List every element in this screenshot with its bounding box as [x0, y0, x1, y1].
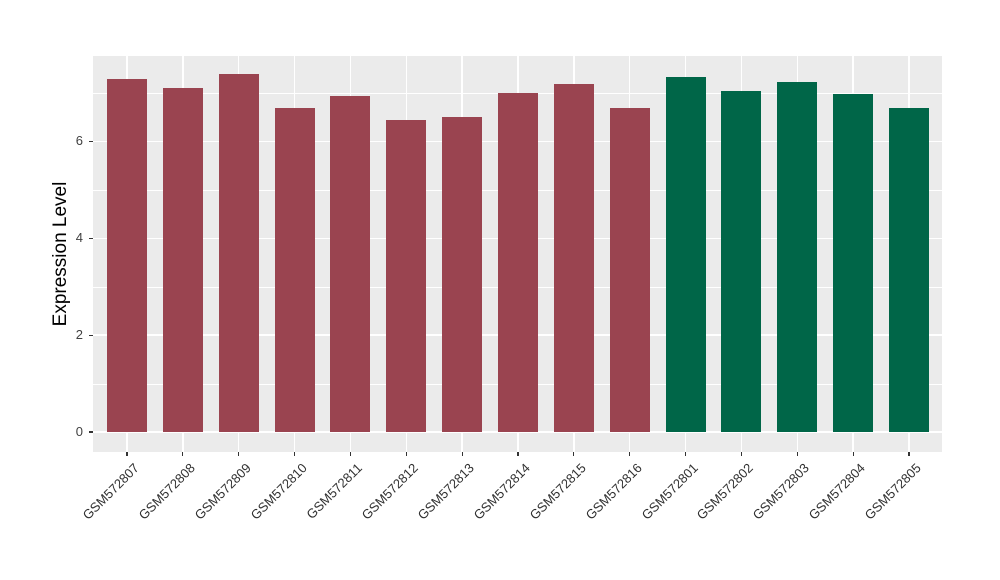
bar-GSM572801 — [665, 77, 706, 432]
x-axis-tick-label-GSM572815: GSM572815 — [526, 460, 589, 523]
y-axis-tick-label: 4 — [75, 230, 83, 246]
x-axis-tick-label-GSM572804: GSM572804 — [805, 460, 869, 523]
x-axis-tick-mark — [517, 452, 519, 456]
x-axis-tick-mark — [293, 452, 296, 456]
x-axis-tick-label-GSM572814: GSM572814 — [470, 460, 533, 523]
x-axis-tick-label-GSM572807: GSM572807 — [79, 460, 142, 523]
x-axis-tick-mark — [573, 452, 575, 456]
x-axis-tick-mark — [405, 452, 407, 456]
x-axis-tick-label-GSM572803: GSM572803 — [749, 460, 813, 523]
bar-GSM572802 — [721, 91, 762, 432]
y-axis-tick-label: 0 — [75, 424, 83, 439]
x-axis-tick-mark — [629, 452, 631, 456]
y-axis-tick-mark — [89, 334, 93, 336]
x-axis-tick-label-GSM572816: GSM572816 — [582, 460, 645, 523]
x-axis-tick-mark — [238, 452, 240, 456]
x-axis-tick-mark — [908, 452, 910, 456]
y-axis-tick-mark — [89, 140, 93, 142]
bar-GSM572805 — [888, 108, 929, 432]
bar-GSM572814 — [497, 92, 538, 432]
x-axis-tick-label-GSM572813: GSM572813 — [414, 460, 478, 523]
x-axis-tick-label-GSM572809: GSM572809 — [191, 460, 254, 523]
y-axis-tick-mark — [89, 431, 93, 433]
bar-GSM572809 — [218, 73, 259, 432]
x-axis-tick-label-GSM572811: GSM572811 — [303, 460, 366, 522]
bar-GSM572811 — [330, 96, 371, 432]
bar-GSM572815 — [553, 84, 594, 432]
x-axis-tick-label-GSM572810: GSM572810 — [247, 460, 310, 523]
bar-GSM572816 — [609, 107, 650, 432]
x-axis-tick-label-GSM572808: GSM572808 — [135, 460, 198, 523]
bar-GSM572808 — [162, 88, 203, 432]
bar-GSM572804 — [833, 93, 874, 432]
bar-GSM572810 — [274, 108, 315, 432]
x-axis-tick-mark — [740, 452, 742, 456]
bar-GSM572807 — [107, 78, 147, 432]
bar-GSM572812 — [386, 119, 427, 432]
x-axis-tick-mark — [349, 452, 351, 456]
y-axis-title: Expression Level — [50, 181, 71, 327]
x-axis-tick-label-GSM572812: GSM572812 — [358, 460, 422, 523]
bar-GSM572803 — [777, 81, 818, 432]
x-axis-tick-mark — [684, 452, 687, 456]
y-axis-tick-label: 2 — [75, 327, 83, 343]
x-axis-tick-mark — [461, 452, 463, 456]
bar-GSM572813 — [442, 117, 483, 432]
x-axis-tick-mark — [182, 452, 184, 456]
x-axis-tick-label-GSM572805: GSM572805 — [861, 460, 924, 523]
x-axis-tick-mark — [126, 452, 128, 456]
x-axis-tick-mark — [852, 452, 854, 456]
plot-panel — [93, 56, 942, 452]
x-axis-tick-label-GSM572801: GSM572801 — [638, 460, 701, 523]
y-axis-tick-label: 6 — [75, 133, 83, 149]
gridline-major — [93, 431, 942, 433]
x-axis-tick-mark — [796, 452, 798, 456]
y-axis-tick-mark — [89, 237, 93, 239]
x-axis-tick-label-GSM572802: GSM572802 — [694, 460, 757, 523]
